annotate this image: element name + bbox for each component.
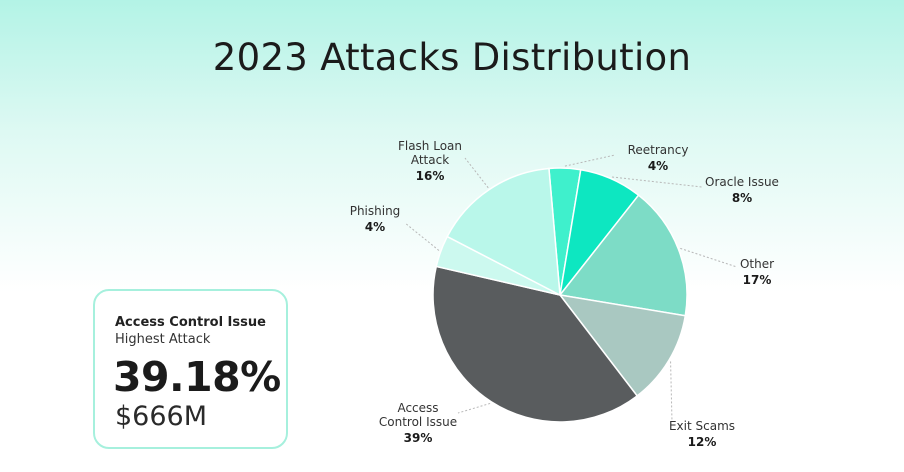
leader-line: [457, 402, 491, 414]
highlight-amount: $666M: [115, 401, 208, 432]
leader-line: [404, 222, 440, 251]
slice-label: Attack: [411, 153, 449, 167]
pie-slice: [558, 293, 687, 397]
slice-label: Phishing: [350, 204, 401, 218]
slice-label: Control Issue: [379, 415, 457, 429]
slice-value-label: 17%: [743, 273, 772, 287]
slice-label: Oracle Issue: [705, 175, 779, 189]
slice-label: Access: [397, 401, 438, 415]
slice-label: Flash Loan: [398, 139, 462, 153]
pie-slice: [446, 167, 561, 297]
highlight-percent: 39.18%: [113, 353, 281, 401]
leader-line: [680, 247, 738, 268]
leader-line: [612, 176, 703, 188]
slice-label: Reetrancy: [628, 143, 689, 157]
slice-value-label: 4%: [365, 220, 385, 234]
slice-value-label: 4%: [648, 159, 668, 173]
pie-slice: [558, 194, 688, 317]
slice-label: Exit Scams: [669, 419, 735, 433]
slice-label: Other: [740, 257, 774, 271]
slice-value-label: 8%: [732, 191, 752, 205]
leader-line: [670, 361, 673, 423]
slice-value-label: 12%: [688, 435, 717, 449]
pie-slice: [432, 265, 639, 423]
highlight-card: Access Control Issue Highest Attack 39.1…: [93, 289, 288, 449]
highlight-name: Access Control Issue: [115, 315, 266, 330]
slice-value-label: 16%: [416, 169, 445, 183]
slice-value-label: 39%: [404, 431, 433, 445]
chart-title: 2023 Attacks Distribution: [212, 36, 692, 79]
leader-line: [564, 154, 616, 167]
leader-line: [464, 157, 489, 189]
highlight-subtitle: Highest Attack: [115, 332, 211, 347]
